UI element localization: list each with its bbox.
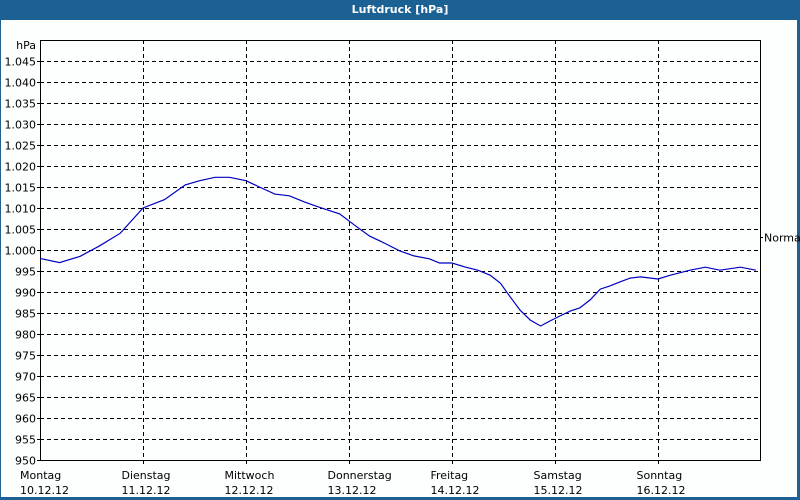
plot-frame [40, 40, 761, 461]
chart-panel [1, 20, 797, 497]
x-tick-day: Mittwoch [225, 469, 275, 482]
y-axis-unit: hPa [16, 39, 36, 52]
x-tick-date: 10.12.12 [20, 484, 69, 497]
x-tick-day: Donnerstag [328, 469, 392, 482]
y-tick-label: 950 [15, 455, 36, 468]
x-tick-date: 16.12.12 [637, 484, 686, 497]
y-tick-label: 1.015 [5, 182, 37, 195]
x-tick-day: Samstag [534, 469, 582, 482]
y-tick-label: 1.035 [5, 98, 37, 111]
y-tick-label: 1.045 [5, 56, 37, 69]
y-tick-label: 1.040 [5, 77, 37, 90]
y-tick-label: 955 [15, 434, 36, 447]
y-tick-label: 1.000 [5, 245, 37, 258]
y-tick-label: 975 [15, 350, 36, 363]
x-tick-day: Sonntag [637, 469, 683, 482]
pressure-line [39, 176, 757, 327]
y-tick-label: 1.010 [5, 203, 37, 216]
y-tick-label: 970 [15, 371, 36, 384]
x-tick-date: 11.12.12 [122, 484, 171, 497]
y-tick-label: 1.005 [5, 224, 37, 237]
x-tick-date: 15.12.12 [534, 484, 583, 497]
y-tick-label: 990 [15, 287, 36, 300]
x-tick-date: 12.12.12 [225, 484, 274, 497]
chart-title: Luftdruck [hPa] [0, 0, 800, 20]
x-tick-day: Montag [20, 469, 61, 482]
y-tick-label: 995 [15, 266, 36, 279]
y-tick-label: 1.030 [5, 119, 37, 132]
x-tick-date: 13.12.12 [328, 484, 377, 497]
y-tick-label: 960 [15, 413, 36, 426]
y-tick-label: 1.020 [5, 161, 37, 174]
x-tick-date: 14.12.12 [431, 484, 480, 497]
y-tick-label: 1.025 [5, 140, 37, 153]
y-tick-label: 985 [15, 308, 36, 321]
x-tick-day: Freitag [431, 469, 469, 482]
y-tick-label: 965 [15, 392, 36, 405]
x-tick-day: Dienstag [122, 469, 171, 482]
y-tick-label: 980 [15, 329, 36, 342]
normal-annotation: Normal [764, 232, 800, 245]
